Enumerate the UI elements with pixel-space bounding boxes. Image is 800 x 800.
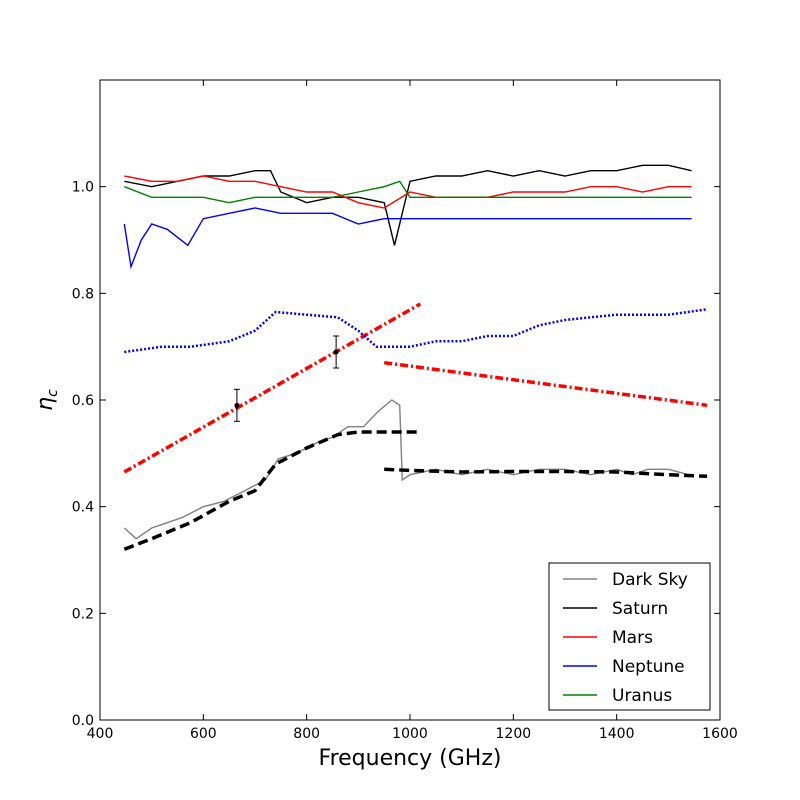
x-tick-label: 1600	[702, 726, 738, 742]
y-tick-label: 0.0	[72, 713, 94, 729]
legend-label-uranus: Uranus	[612, 686, 672, 706]
legend-label-dark-sky: Dark Sky	[612, 570, 688, 590]
x-tick-label: 1400	[599, 726, 635, 742]
reference-line-1	[383, 360, 708, 408]
x-tick-label: 1000	[392, 726, 428, 742]
error-point-0	[234, 402, 240, 408]
y-tick-label: 0.6	[72, 393, 94, 409]
series-line-saturn	[124, 164, 692, 246]
legend-label-mars: Mars	[612, 628, 653, 648]
legend-label-neptune: Neptune	[612, 657, 685, 677]
reference-line-0	[123, 302, 422, 474]
x-tick-label: 400	[87, 726, 114, 742]
x-tick-label: 600	[190, 726, 217, 742]
series-line-mars	[124, 175, 692, 209]
error-point-1	[333, 349, 339, 355]
axis-ticks: 400 600 800 1000 1200 1400 1600 0.0 0.2 0.4 0.6 0.8…	[72, 80, 738, 742]
series-line-dark-sky	[123, 399, 690, 540]
y-tick-label: 0.4	[72, 500, 94, 516]
reference-line-3	[123, 430, 421, 551]
reference-line-4	[384, 467, 708, 479]
reference-line-2	[124, 308, 708, 354]
series-line-neptune	[123, 207, 692, 270]
series-line-uranus	[124, 180, 692, 204]
y-tick-label: 0.8	[72, 286, 94, 302]
y-tick-label: 0.2	[72, 606, 94, 622]
legend: Dark Sky Saturn Mars Neptune Uranus	[548, 562, 711, 711]
y-tick-label: 1.0	[72, 180, 94, 196]
x-tick-label: 800	[293, 726, 320, 742]
x-axis-title: Frequency (GHz)	[319, 746, 502, 771]
plot-content	[123, 164, 708, 551]
legend-label-saturn: Saturn	[612, 599, 668, 619]
x-tick-label: 1200	[496, 726, 532, 742]
